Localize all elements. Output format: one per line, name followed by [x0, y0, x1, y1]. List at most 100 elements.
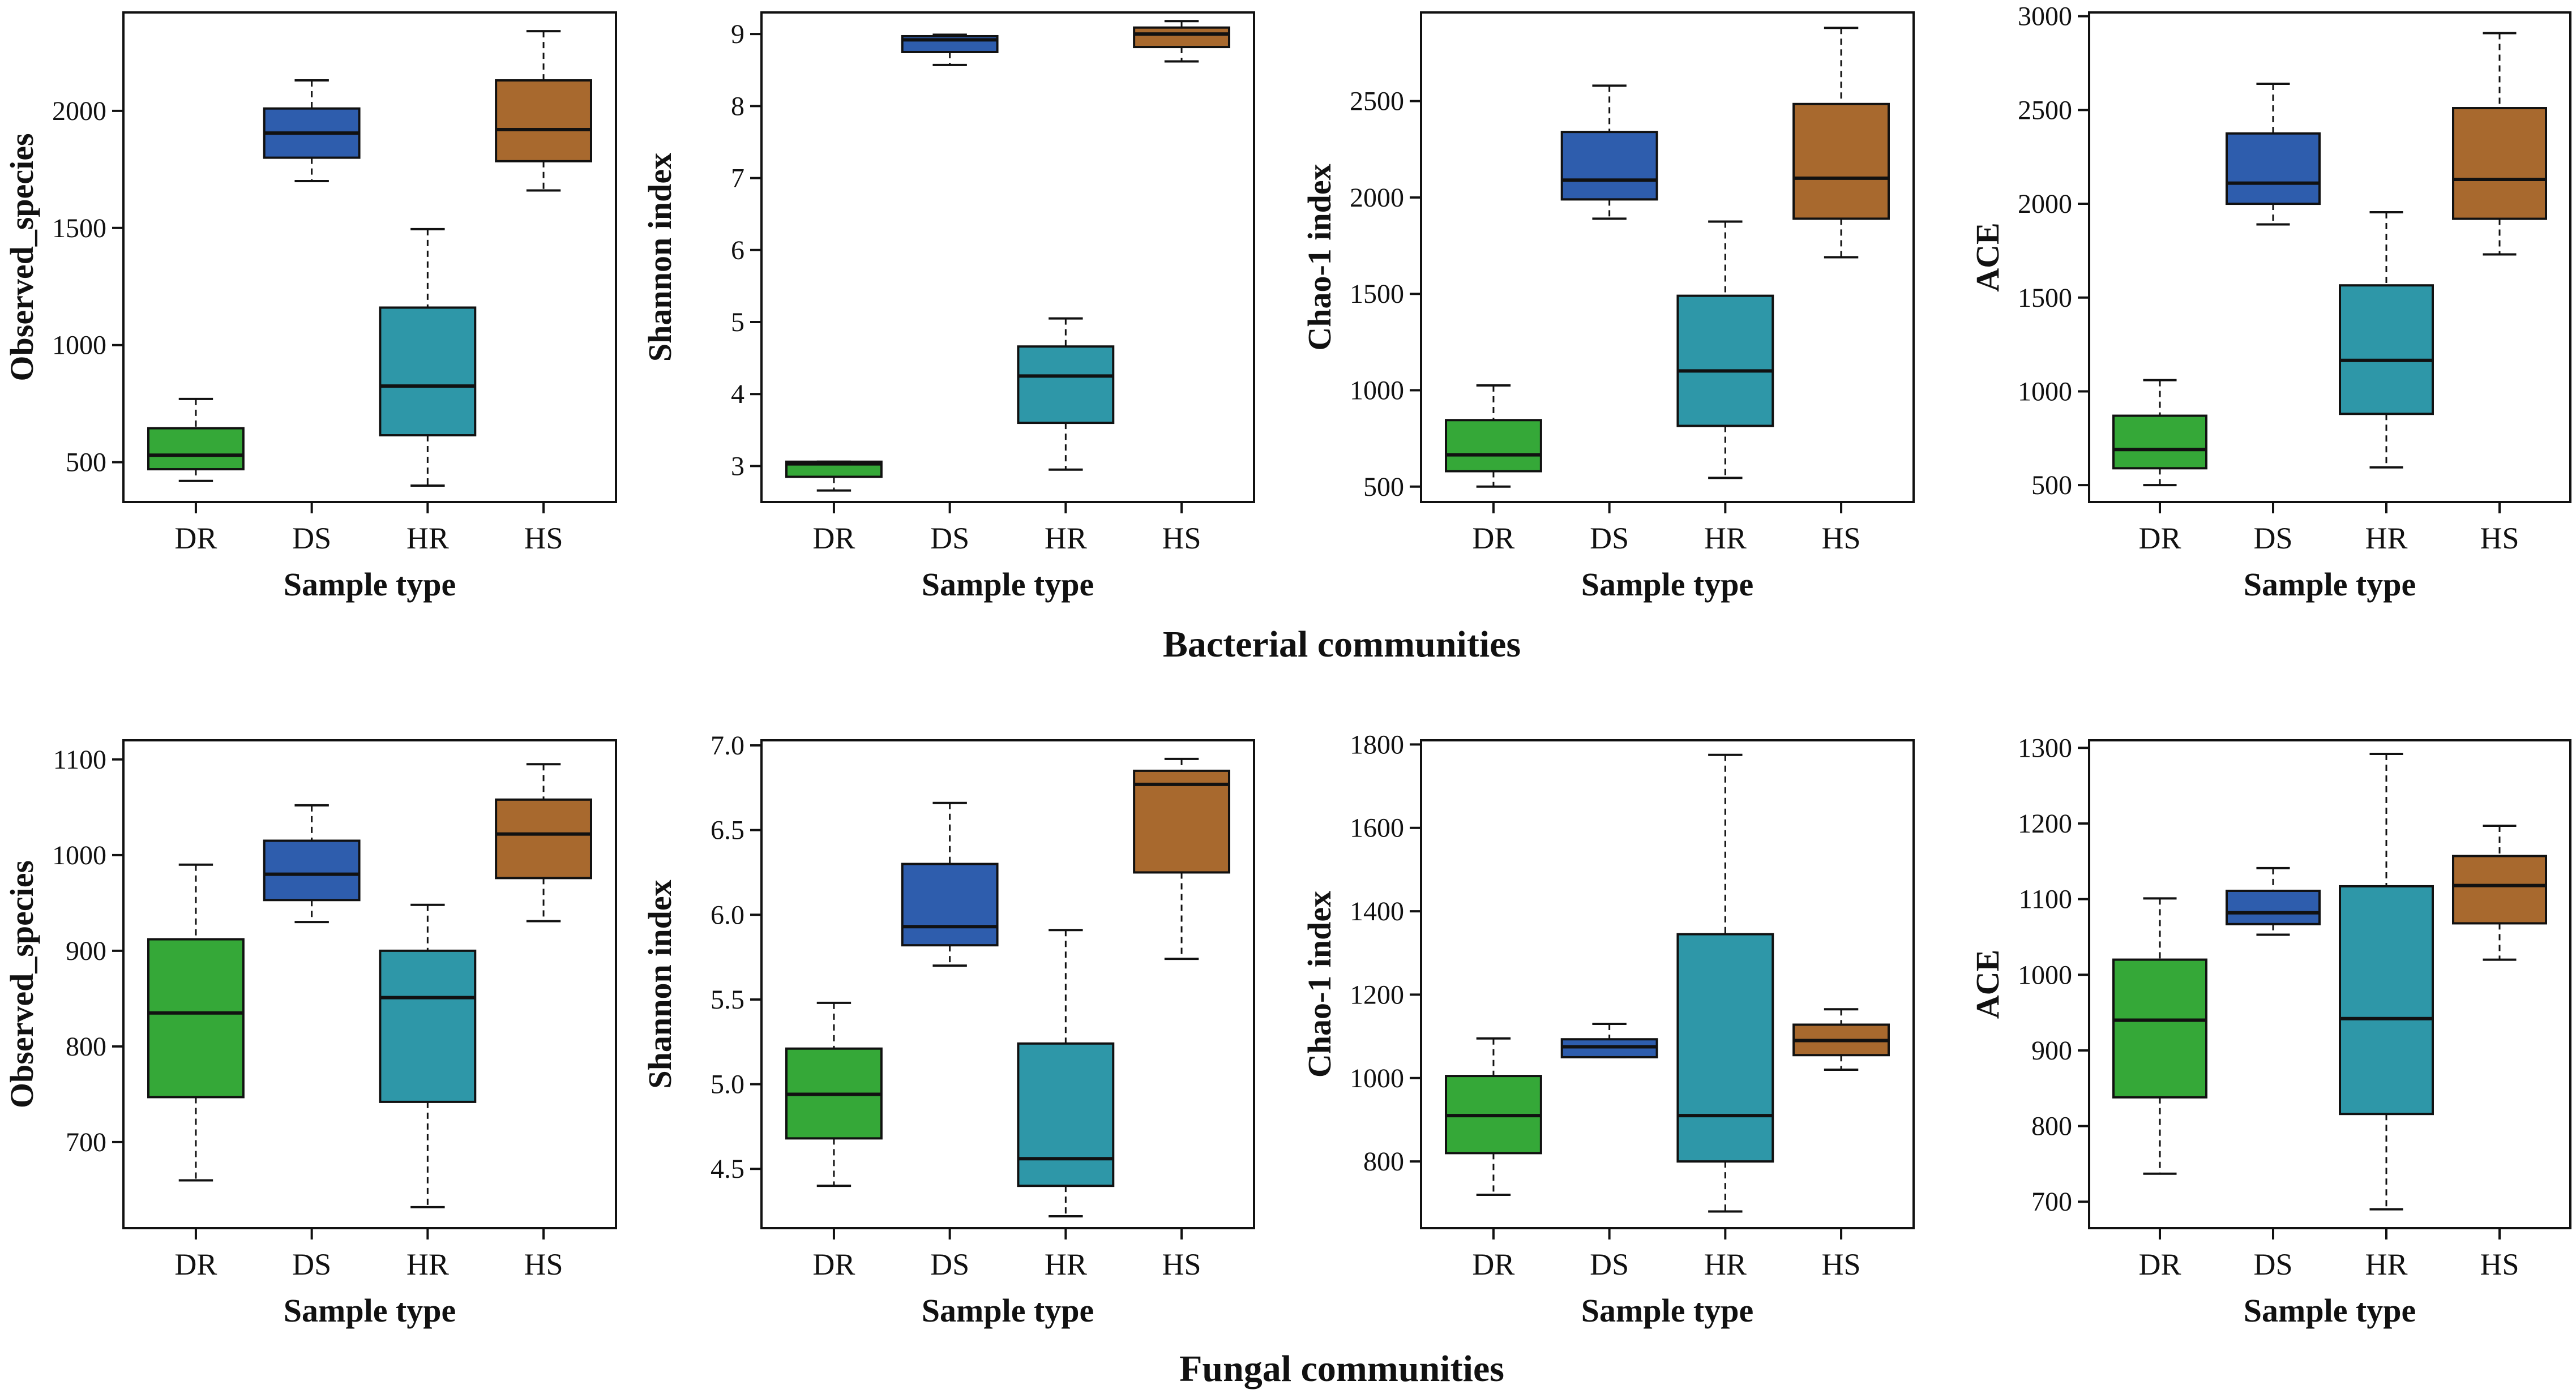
y-tick-label: 1400: [1350, 897, 1404, 927]
y-tick-label: 1500: [1350, 279, 1404, 309]
y-tick-label: 900: [2031, 1036, 2072, 1066]
x-tick-label-dr: DR: [2138, 521, 2181, 555]
x-tick-label-ds: DS: [292, 1247, 331, 1281]
chart-panel-2: 3 4 5 6 7 8 9 DR DS HR HS Sample type Shannon index: [641, 11, 1255, 603]
y-tick-label: 1000: [52, 840, 106, 870]
box-hs: [2452, 32, 2547, 256]
box-dr: [147, 863, 245, 1182]
y-tick-label: 1000: [2018, 376, 2072, 406]
y-tick-label: 1500: [52, 213, 106, 243]
x-tick-label-ds: DS: [2253, 521, 2292, 555]
x-tick-label-hs: HS: [1822, 521, 1861, 555]
x-tick-label-hr: HR: [1704, 1247, 1747, 1281]
panels: 500 1000 1500 2000 DR DS HR HS Sample type Observ…: [3, 2, 2571, 1329]
chart-panel-5: 700 800 900 1000 1100 DR DS HR HS Sample type Obse…: [3, 739, 617, 1329]
y-axis-title: ACE: [1969, 222, 2006, 291]
box-hr: [1017, 317, 1115, 471]
y-tick-label: 800: [1363, 1147, 1404, 1177]
box-dr: [1445, 384, 1542, 488]
y-tick-label: 4.5: [711, 1154, 744, 1184]
iqr-box: [2339, 885, 2434, 1116]
plot-frame: [760, 11, 1255, 503]
x-tick-label-hs: HS: [524, 1247, 563, 1281]
x-tick-label-hr: HR: [406, 1247, 449, 1281]
plot-frame: [2088, 739, 2571, 1229]
y-axis-title: ACE: [1969, 950, 2006, 1019]
iqr-box: [147, 938, 245, 1099]
y-tick-label: 5.0: [711, 1070, 744, 1100]
y-axis-title: Shannon index: [641, 880, 678, 1088]
x-tick-label-ds: DS: [1590, 1247, 1629, 1281]
iqr-box: [2226, 132, 2321, 205]
box-dr: [147, 397, 245, 482]
iqr-box: [1676, 294, 1774, 427]
x-tick-label-dr: DR: [174, 1247, 217, 1281]
y-tick-label: 7: [731, 164, 744, 194]
chart-panel-3: 500 1000 1500 2000 2500 DR DS HR HS Sample type Ch…: [1301, 11, 1915, 603]
iqr-box: [2452, 855, 2547, 925]
iqr-box: [901, 863, 999, 947]
box-hs: [1792, 1008, 1890, 1071]
bacterial-communities-title: Bacterial communities: [1163, 624, 1521, 665]
iqr-box: [495, 79, 592, 162]
box-hs: [2452, 825, 2547, 961]
iqr-box: [2112, 958, 2207, 1099]
x-axis-title: Sample type: [922, 1292, 1094, 1329]
y-tick-label: 800: [66, 1032, 106, 1062]
box-ds: [901, 33, 999, 66]
x-tick-label-ds: DS: [930, 521, 969, 555]
x-tick-label-dr: DR: [1472, 1247, 1514, 1281]
box-hs: [1133, 20, 1230, 63]
iqr-box: [147, 427, 245, 471]
y-axis-title: Shannon index: [641, 153, 678, 362]
x-axis-title: Sample type: [1581, 1292, 1754, 1329]
box-hr: [1676, 220, 1774, 479]
box-hr: [1676, 753, 1774, 1213]
box-ds: [263, 804, 361, 924]
plot-frame: [1420, 11, 1915, 503]
y-axis-title: Observed_species: [3, 133, 40, 381]
y-tick-label: 1000: [1350, 375, 1404, 405]
iqr-box: [1560, 131, 1658, 201]
y-axis-title: Observed_species: [3, 860, 40, 1108]
y-tick-label: 2500: [2018, 95, 2072, 125]
iqr-box: [1676, 933, 1774, 1163]
iqr-box: [1792, 102, 1890, 220]
iqr-box: [2339, 284, 2434, 415]
iqr-box: [1133, 26, 1230, 49]
y-axis-title: Chao-1 index: [1301, 164, 1338, 350]
iqr-box: [1017, 1042, 1115, 1187]
y-tick-label: 500: [1363, 472, 1404, 502]
box-hr: [379, 903, 477, 1208]
y-tick-label: 6.5: [711, 816, 744, 846]
x-tick-label-hr: HR: [406, 521, 449, 555]
x-tick-label-hs: HS: [2480, 1247, 2519, 1281]
y-tick-label: 800: [2031, 1112, 2072, 1142]
x-tick-label-hr: HR: [1045, 1247, 1087, 1281]
x-tick-label-ds: DS: [292, 521, 331, 555]
x-tick-label-hs: HS: [524, 521, 563, 555]
x-tick-label-dr: DR: [812, 521, 855, 555]
y-tick-label: 900: [66, 936, 106, 966]
plot-frame: [2088, 11, 2571, 503]
y-tick-label: 2500: [1350, 87, 1404, 117]
iqr-box: [379, 949, 477, 1103]
chart-panel-6: 4.5 5.0 5.5 6.0 6.5 7.0 DR DS HR HS Sample type Sha…: [641, 731, 1255, 1329]
y-tick-label: 9: [731, 19, 744, 49]
chart-panel-7: 800 1000 1200 1400 1600 1800 DR DS HR HS Sample ty…: [1301, 730, 1915, 1329]
y-axis-title: Chao-1 index: [1301, 891, 1338, 1078]
x-axis-title: Sample type: [922, 566, 1094, 603]
y-tick-label: 2000: [1350, 183, 1404, 213]
iqr-box: [379, 306, 477, 437]
y-tick-label: 1100: [53, 745, 106, 775]
iqr-box: [1445, 419, 1542, 473]
box-hs: [1792, 27, 1890, 259]
x-tick-label-dr: DR: [2138, 1247, 2181, 1281]
y-tick-label: 1000: [1350, 1063, 1404, 1093]
y-tick-label: 2000: [52, 96, 106, 126]
x-axis-title: Sample type: [284, 1292, 456, 1329]
box-ds: [2226, 82, 2321, 226]
box-dr: [1445, 1037, 1542, 1196]
fungal-communities-title: Fungal communities: [1179, 1348, 1504, 1389]
